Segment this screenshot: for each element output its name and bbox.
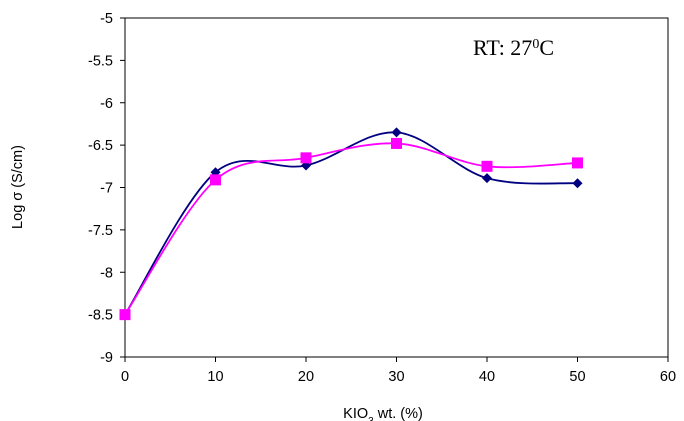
series-2 xyxy=(119,137,583,321)
annotation-rt: RT: 270C xyxy=(473,35,554,60)
x-axis-label-main: KIO xyxy=(343,406,368,421)
y-axis-label: Log σ (S/cm) xyxy=(10,145,26,229)
data-point-square xyxy=(391,137,402,149)
y-tick-label: -9 xyxy=(100,350,113,366)
x-tick-label: 20 xyxy=(298,369,314,385)
y-tick-label: -7.5 xyxy=(88,223,113,239)
data-point-square xyxy=(572,157,583,169)
data-point-diamond xyxy=(572,178,583,189)
x-axis-label: KIO3 wt. (%) xyxy=(343,406,423,421)
x-axis-ticks: 0 10 20 30 40 50 60 xyxy=(121,357,676,385)
y-tick-label: -6 xyxy=(100,96,113,112)
y-tick-label: -8 xyxy=(100,265,113,281)
annotation-sup: 0 xyxy=(532,37,539,52)
data-point-diamond xyxy=(482,173,492,184)
data-point-square xyxy=(300,152,312,164)
data-point-square xyxy=(210,174,221,186)
x-tick-label: 0 xyxy=(121,369,129,385)
data-point-square xyxy=(481,160,493,172)
x-tick-label: 40 xyxy=(479,369,495,385)
y-tick-label: -7 xyxy=(100,181,113,197)
y-tick-label: -6.5 xyxy=(88,138,113,154)
x-axis-label-rest: wt. (%) xyxy=(374,406,423,421)
series-layer xyxy=(119,127,583,321)
x-tick-label: 10 xyxy=(207,369,223,385)
annotation-rest: C xyxy=(539,35,554,60)
data-point-square xyxy=(119,309,131,321)
plot-area xyxy=(124,17,669,358)
x-tick-label: 60 xyxy=(660,369,676,385)
annotation-main: RT: 27 xyxy=(473,35,532,60)
y-tick-label: -5.5 xyxy=(88,53,113,69)
y-tick-label: -8.5 xyxy=(88,308,113,324)
y-tick-label: -5 xyxy=(100,11,113,27)
data-point-diamond xyxy=(391,127,402,138)
x-tick-label: 30 xyxy=(388,369,404,385)
x-tick-label: 50 xyxy=(569,369,585,385)
y-axis-ticks: -9 -8.5 -8 -7.5 -7 -6.5 -6 -5.5 -5 xyxy=(88,11,125,366)
x-axis-label-sub: 3 xyxy=(368,416,374,421)
